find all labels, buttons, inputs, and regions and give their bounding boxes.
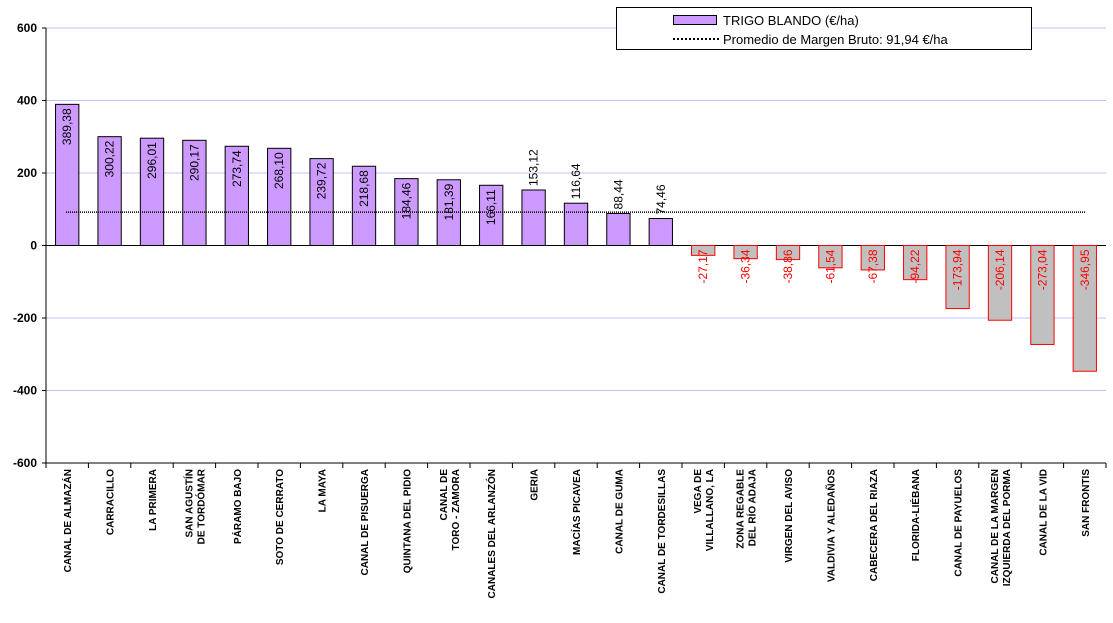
bar — [267, 147, 292, 246]
category-label: DE TORDÓMAR — [194, 468, 207, 544]
value-label: -273,04 — [1035, 249, 1049, 290]
value-label: -36,34 — [739, 249, 753, 283]
category-label: IZQUIERDA DEL PORMA — [1002, 469, 1013, 586]
category-label: FLORIDA-LIÉBANA — [909, 469, 922, 561]
value-label: 116,64 — [569, 163, 583, 199]
y-tick-label: 200 — [17, 166, 37, 180]
value-label: 239,72 — [315, 162, 329, 199]
bar — [860, 245, 885, 271]
value-label: 389,38 — [60, 108, 74, 145]
axes: 600 400 200 0 -200 -400 -600 — [13, 21, 1107, 470]
category-label: VEGA DE — [693, 469, 704, 514]
category-label: SAN AGUSTÍN — [182, 469, 195, 538]
category-label: LA MAYA — [318, 469, 329, 512]
category-label: CANAL DE ALMAZÁN — [61, 469, 74, 572]
y-tick-label: -200 — [13, 311, 37, 325]
value-label: -346,95 — [1078, 249, 1092, 290]
value-label: -94,22 — [908, 249, 922, 283]
category-labels: CANAL DE ALMAZÁN CARRACILLO LA PRIMERA SAN … — [61, 468, 1092, 598]
value-label: 268,10 — [272, 152, 286, 189]
y-tick-label: 400 — [17, 94, 37, 108]
bar — [945, 245, 970, 310]
bar — [521, 189, 546, 247]
category-label: LA PRIMERA — [148, 469, 159, 531]
bar — [182, 139, 207, 246]
bar — [224, 145, 249, 247]
value-label: -61,54 — [823, 249, 837, 283]
value-label: 88,44 — [611, 179, 625, 209]
category-label: QUINTANA DEL PIDIO — [402, 469, 413, 573]
legend-average-label: Promedio de Margen Bruto: 91,94 €/ha — [723, 31, 948, 47]
bar — [733, 245, 758, 260]
bar — [648, 218, 673, 247]
category-label: VIRGEN DEL AVISO — [784, 469, 795, 563]
category-label: CANAL DE TORDESILLAS — [657, 469, 668, 594]
bar — [1072, 245, 1097, 372]
category-label: TORO - ZAMORA — [451, 469, 462, 550]
category-label: CANAL DE LA VID — [1038, 469, 1049, 556]
bar — [351, 165, 377, 246]
value-label: 218,68 — [357, 170, 371, 207]
bars — [55, 103, 1097, 372]
category-label: CANAL DE PAYUELOS — [954, 469, 965, 577]
category-label: VALDIVIA Y ALEDAÑOS — [824, 469, 837, 582]
legend-line-swatch — [673, 38, 719, 40]
category-label: CANALES DEL ARLANZÓN — [485, 469, 498, 598]
category-label: SOTO DE CERRATO — [275, 469, 286, 565]
value-label: 74,46 — [654, 184, 668, 214]
category-label: SAN FRONTIS — [1081, 469, 1092, 537]
value-labels: 389,38 300,22 296,01 290,17 273,74 268,10 239,… — [60, 108, 1092, 290]
value-label: -38,86 — [781, 249, 795, 283]
y-tick-label: 0 — [30, 239, 37, 253]
value-label: -67,38 — [866, 249, 880, 283]
value-label: 273,74 — [230, 150, 244, 187]
legend-series-label: TRIGO BLANDO (€/ha) — [723, 12, 859, 28]
value-label: 184,46 — [399, 182, 413, 219]
value-label: 300,22 — [103, 140, 117, 177]
value-label: -27,17 — [696, 249, 710, 283]
legend-swatch — [673, 15, 717, 25]
value-label: 290,17 — [187, 144, 201, 181]
legend: TRIGO BLANDO (€/ha) Promedio de Margen B… — [616, 7, 1032, 50]
category-label: MACÍAS PICAVEA — [570, 469, 583, 555]
category-label: DEL RÍO ADAJA — [746, 469, 759, 546]
category-label: CANAL DE LA MARGEN — [990, 469, 1001, 583]
legend-item-average: Promedio de Margen Bruto: 91,94 €/ha — [673, 30, 948, 48]
bar — [691, 245, 716, 256]
value-label: -206,14 — [993, 249, 1007, 290]
bar — [563, 202, 589, 247]
value-label: 153,12 — [527, 149, 541, 186]
bar — [97, 136, 122, 246]
legend-item-series: TRIGO BLANDO (€/ha) — [673, 11, 859, 29]
y-tick-label: -400 — [13, 384, 37, 398]
bar — [987, 245, 1013, 321]
value-label: -173,94 — [951, 249, 965, 290]
category-label: CARRACILLO — [106, 469, 117, 535]
bar — [139, 137, 165, 247]
value-label: 181,39 — [442, 183, 456, 220]
category-label: VILLALLANO, LA — [705, 469, 716, 551]
value-label: 166,11 — [484, 189, 498, 225]
bar — [309, 158, 334, 246]
bar — [55, 103, 80, 246]
y-tick-label: 600 — [17, 21, 37, 35]
category-label: CABECERA DEL RIAZA — [869, 469, 880, 581]
value-label: 296,01 — [145, 142, 159, 179]
bar — [606, 212, 631, 247]
category-label: ZONA REGABLE — [736, 469, 747, 549]
category-label: CANAL DE GUMA — [614, 469, 625, 554]
category-label: CANAL DE PISUERGA — [360, 469, 371, 576]
category-label: PÁRAMO BAJO — [231, 469, 244, 544]
bar — [818, 245, 843, 269]
bar — [903, 245, 928, 281]
category-label: GERIA — [530, 469, 541, 501]
y-tick-label: -600 — [13, 456, 37, 470]
category-label: CANAL DE — [439, 469, 450, 521]
bar — [479, 184, 504, 246]
bar — [775, 245, 801, 261]
bar — [1030, 245, 1055, 345]
